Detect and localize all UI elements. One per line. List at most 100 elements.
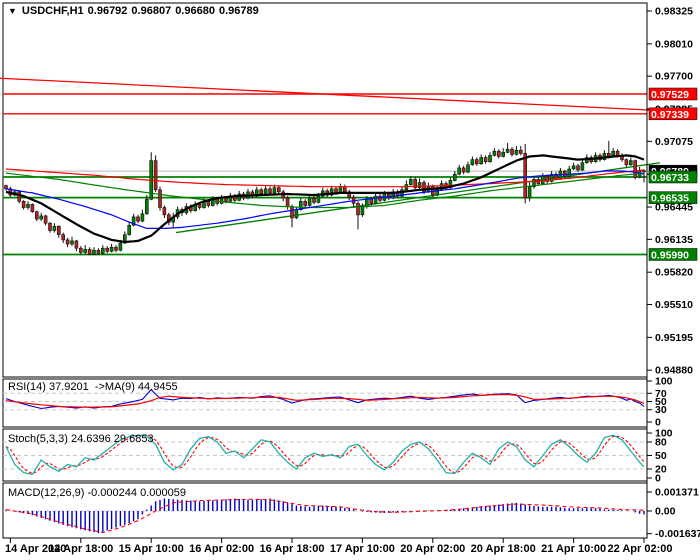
rsi-pane xyxy=(2,378,648,428)
candle-up xyxy=(219,197,224,204)
candle-down xyxy=(136,216,140,222)
candle-down xyxy=(369,198,374,204)
time-axis-label: 16 Apr 18:00 xyxy=(259,543,324,555)
candle-up xyxy=(307,197,312,206)
ma-slow-red-line xyxy=(5,168,645,188)
candle-up xyxy=(364,198,369,207)
candle-down xyxy=(554,173,558,179)
price-badge-green xyxy=(648,170,698,184)
candle-down xyxy=(105,247,109,252)
stoch-axis-label: 80 xyxy=(655,437,667,449)
price-badge-red xyxy=(648,87,698,101)
stoch-axis-label: 0 xyxy=(655,473,661,485)
macd-axis-label: -0.001637 xyxy=(655,528,700,540)
candle-up xyxy=(83,249,87,253)
candle-down xyxy=(74,240,79,249)
candle-down xyxy=(303,201,308,206)
candle-up xyxy=(26,204,30,208)
candle-up xyxy=(118,242,123,251)
candle-down xyxy=(21,201,26,208)
candle-up xyxy=(505,148,510,153)
candle-down xyxy=(4,185,8,190)
price-axis-label: 0.97700 xyxy=(655,71,693,83)
ascending-trendline[interactable] xyxy=(175,162,661,234)
candle-up xyxy=(452,173,457,181)
candle-up xyxy=(263,188,268,195)
candle-up xyxy=(417,182,422,188)
candle-down xyxy=(356,203,360,216)
candle-down xyxy=(483,157,488,162)
candle-down xyxy=(268,188,272,194)
candle-up xyxy=(237,193,241,201)
price-badge-green xyxy=(648,191,698,204)
candle-down xyxy=(48,222,52,231)
ohlc-high: 0.96807 xyxy=(131,5,172,17)
candle-down xyxy=(56,226,61,235)
candle-up xyxy=(294,209,299,219)
candle-down xyxy=(79,247,83,253)
candle-down xyxy=(461,167,466,173)
candle-up xyxy=(272,187,277,194)
candle-down xyxy=(259,189,264,195)
price-axis-label: 0.94880 xyxy=(655,365,693,377)
candle-down xyxy=(276,187,281,193)
candle-down xyxy=(576,165,580,171)
candle-down xyxy=(197,204,202,208)
candle-up xyxy=(501,152,506,157)
candle-up xyxy=(109,246,114,252)
time-axis-label: 20 Apr 02:00 xyxy=(400,543,465,555)
main-price-pane xyxy=(2,2,648,378)
candle-down xyxy=(206,201,211,206)
price-badge-label: 0.97529 xyxy=(651,89,689,101)
candle-up xyxy=(140,213,145,222)
candle-down xyxy=(633,160,638,178)
candle-up xyxy=(567,168,572,177)
candle-up xyxy=(70,240,74,245)
candle-down xyxy=(61,234,66,241)
candle-down xyxy=(342,186,347,193)
time-axis-label: 14 Apr 2020 xyxy=(5,543,66,555)
candle-up xyxy=(466,164,470,173)
candle-up xyxy=(540,176,545,184)
macd-indicator-label: MACD(12,26,9) -0.000244 0.000059 xyxy=(8,487,186,499)
candle-down xyxy=(545,176,550,182)
candle-down xyxy=(642,170,646,173)
candle-up xyxy=(92,250,96,255)
stoch-k-line xyxy=(5,434,645,476)
price-axis-label: 0.95195 xyxy=(655,332,693,344)
symbol-timeframe: USDCHF,H1 xyxy=(21,5,84,17)
symbol-dropdown-icon[interactable]: ▼ xyxy=(8,6,17,16)
stoch-axis-label: 20 xyxy=(655,464,667,476)
candle-up xyxy=(298,201,303,210)
time-axis-label: 21 Apr 10:00 xyxy=(541,543,606,555)
candle-down xyxy=(510,148,514,155)
macd-axis-label: 0.001371 xyxy=(655,487,699,499)
candle-up xyxy=(145,198,149,215)
ma-long-green-line xyxy=(5,172,645,209)
descending-trendline[interactable] xyxy=(0,77,661,112)
candle-down xyxy=(43,215,48,224)
rsi-axis-label: 100 xyxy=(655,376,673,388)
price-badge-red xyxy=(648,107,698,121)
macd-axis-label: 0.00 xyxy=(655,506,676,518)
candle-down xyxy=(312,197,316,203)
candle-down xyxy=(523,153,528,199)
candle-up xyxy=(373,195,378,204)
price-axis-label: 0.96445 xyxy=(655,202,693,214)
rsi-axis-label: 70 xyxy=(655,388,667,400)
candle-down xyxy=(474,159,479,165)
candle-up xyxy=(628,160,633,166)
candle-down xyxy=(158,189,162,208)
stochastic-indicator-label: Stoch(5,3,3) 24.6396 29.6853 xyxy=(8,433,154,445)
candle-down xyxy=(224,197,228,202)
price-axis-label: 0.95510 xyxy=(655,299,693,311)
candle-down xyxy=(30,204,35,212)
candle-down xyxy=(518,149,523,154)
candle-up xyxy=(532,179,536,187)
time-axis-label: 20 Apr 18:00 xyxy=(471,543,536,555)
rsi-axis-label: 30 xyxy=(655,404,667,416)
candle-down xyxy=(153,160,158,191)
candle-up xyxy=(527,186,532,199)
candle-up xyxy=(52,226,57,231)
